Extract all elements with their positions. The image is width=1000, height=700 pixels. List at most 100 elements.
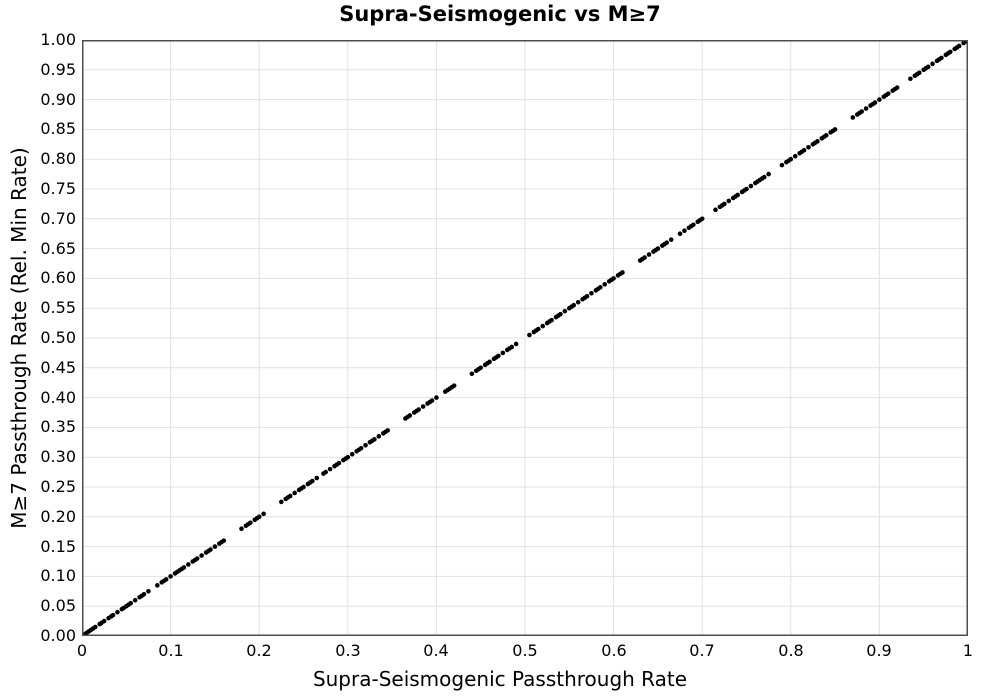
scatter-point [212, 544, 218, 549]
scatter-point [883, 92, 889, 98]
scatter-point [139, 593, 145, 599]
scatter-point [155, 583, 160, 588]
scatter-point [748, 183, 754, 189]
scatter-point [792, 153, 798, 159]
scatter-point [321, 471, 326, 476]
scatter-point [493, 355, 499, 360]
y-tick-label: 0.40 [40, 388, 76, 407]
x-tick-label: 0.3 [335, 641, 361, 660]
plot-area [82, 40, 968, 636]
y-tick-label: 0.15 [40, 537, 76, 556]
scatter-point [427, 399, 433, 405]
scatter-point [108, 614, 114, 619]
scatter-point [850, 115, 856, 120]
scatter-point [786, 158, 791, 163]
scatter-points [82, 40, 968, 636]
scatter-point [205, 548, 211, 554]
x-tick-label: 0.5 [512, 641, 538, 660]
scatter-point [830, 128, 836, 134]
scatter-point [199, 553, 204, 558]
scatter-point [285, 495, 291, 500]
scatter-point [609, 277, 614, 283]
scatter-point [533, 328, 539, 333]
scatter-point [434, 395, 439, 400]
scatter-point [239, 526, 244, 532]
scatter-point [595, 286, 601, 292]
scatter-point [766, 171, 771, 177]
scatter-point [369, 438, 375, 444]
scatter-point [547, 319, 552, 324]
x-tick-label: 0.8 [778, 641, 804, 660]
y-tick-label: 0.55 [40, 298, 76, 317]
scatter-point [307, 480, 313, 485]
scatter-point [314, 475, 320, 481]
scatter-point [668, 237, 674, 242]
scatter-point [146, 589, 151, 594]
scatter-point [540, 323, 546, 329]
scatter-point [298, 486, 304, 491]
scatter-point [646, 252, 652, 257]
x-tick-label: 0.1 [158, 641, 184, 660]
scatter-point [219, 539, 224, 545]
scatter-point [821, 134, 827, 140]
scatter-point [445, 387, 450, 393]
scatter-point [806, 144, 811, 150]
scatter-point [569, 304, 574, 310]
scatter-point [334, 462, 340, 467]
y-tick-label: 0.25 [40, 477, 76, 496]
x-tick-label: 0.2 [246, 641, 272, 660]
y-tick-label: 0.60 [40, 268, 76, 287]
scatter-point [86, 629, 91, 634]
scatter-point [469, 371, 475, 377]
scatter-point [376, 434, 382, 439]
y-tick-label: 0.95 [40, 60, 76, 79]
gridlines [82, 40, 968, 636]
scatter-point [589, 291, 594, 296]
y-tick-label: 0.85 [40, 119, 76, 138]
scatter-point [741, 188, 747, 193]
scatter-point [779, 162, 785, 168]
y-tick-label: 0.20 [40, 507, 76, 526]
scatter-point [126, 602, 131, 608]
y-tick-label: 0.35 [40, 417, 76, 436]
scatter-point [356, 447, 362, 453]
scatter-point [914, 71, 920, 77]
plot-border [82, 40, 968, 636]
x-tick-label: 1 [962, 641, 974, 660]
scatter-point [713, 207, 718, 213]
scatter-point [513, 341, 519, 347]
scatter-point [349, 451, 355, 457]
scatter-point [719, 203, 725, 208]
scatter-point [168, 574, 173, 579]
scatter-point [575, 299, 581, 305]
scatter-point [99, 620, 104, 626]
scatter-point [292, 490, 297, 496]
y-tick-label: 0.00 [40, 626, 76, 645]
x-axis-label: Supra-Seismogenic Passthrough Rate [312, 667, 688, 691]
scatter-point [892, 86, 898, 92]
scatter-point [343, 456, 348, 461]
scatter-point [863, 106, 869, 111]
scatter-point [161, 578, 167, 584]
y-tick-label: 0.50 [40, 328, 76, 347]
scatter-point [936, 57, 942, 62]
x-tick-label: 0.6 [601, 641, 627, 660]
scatter-point [857, 110, 862, 116]
scatter-point [562, 308, 568, 314]
scatter-point [121, 605, 126, 611]
scatter-point [954, 45, 960, 50]
scatter-point [812, 140, 818, 146]
scatter-point [485, 361, 490, 366]
scatter-point [245, 521, 251, 527]
scatter-point [653, 247, 658, 253]
scatter-point [877, 97, 882, 102]
x-tick-label: 0.9 [866, 641, 892, 660]
scatter-point [799, 149, 805, 155]
y-tick-label: 0.45 [40, 358, 76, 377]
scatter-point [677, 231, 683, 236]
scatter-point [254, 515, 260, 521]
chart-title: Supra-Seismogenic vs M≥7 [339, 2, 661, 26]
scatter-point [500, 350, 506, 356]
scatter-point [908, 76, 913, 82]
x-tick-label: 0 [76, 641, 88, 660]
